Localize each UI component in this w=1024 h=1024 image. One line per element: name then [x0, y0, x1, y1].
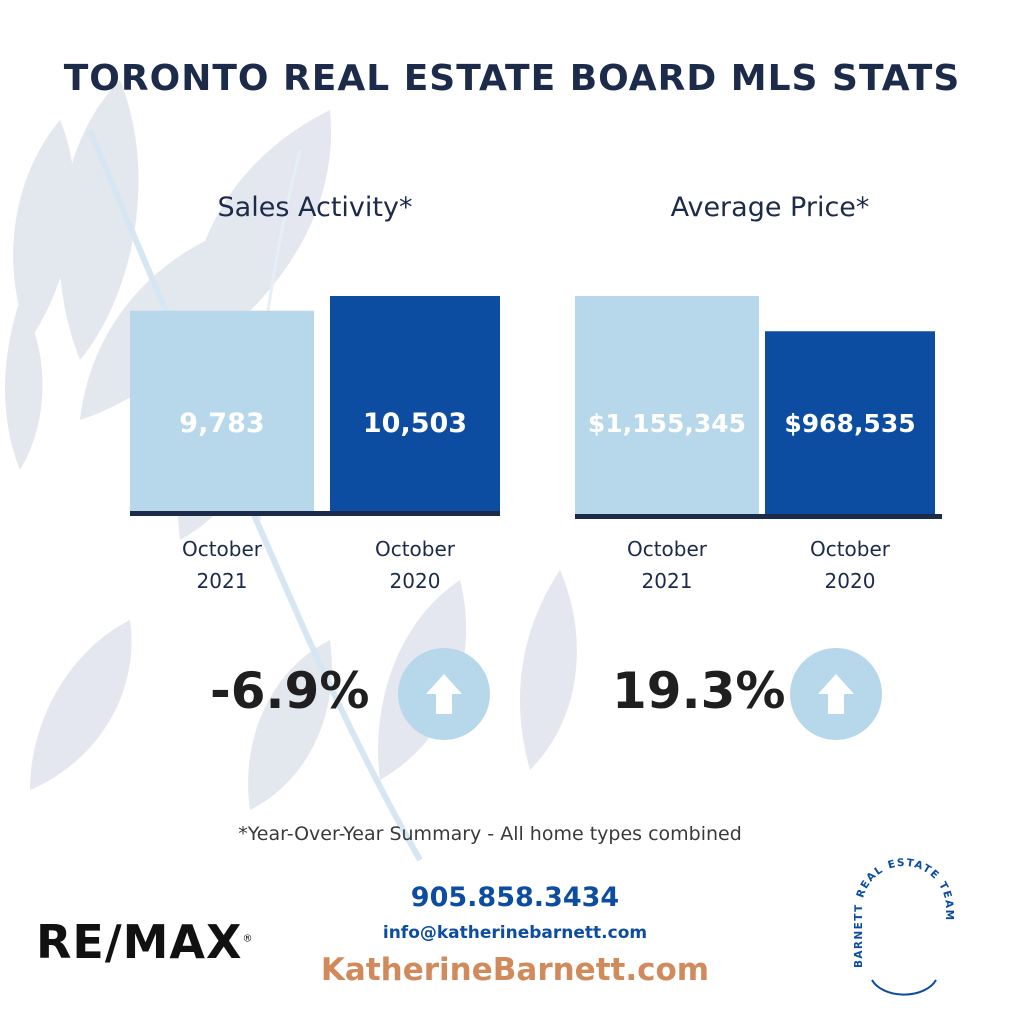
team-logo-text: BARNETT REAL ESTATE TEAM [853, 857, 954, 968]
registered-mark: ® [242, 933, 254, 945]
average-price-chart-title: Average Price* [670, 192, 870, 223]
barnett-team-logo: BARNETT REAL ESTATE TEAM [853, 857, 955, 996]
sales-bar-1 [130, 310, 314, 511]
sales-bar-2 [330, 296, 500, 511]
arrow-up-icon [818, 674, 854, 714]
sales-activity-chart-title: Sales Activity* [217, 192, 413, 223]
email-address[interactable]: info@katherinebarnett.com [382, 923, 648, 943]
remax-logo-text: RE/MAX [36, 915, 243, 969]
price-category-label-1-line-2: 2021 [642, 569, 693, 593]
sales-baseline-axis [130, 511, 500, 516]
website-link[interactable]: KatherineBarnett.com [320, 952, 710, 988]
sales-category-label-2-line-1: October [375, 537, 456, 561]
price-change-value: 19.3% [612, 662, 786, 720]
sales-data-label-1: 9,783 [179, 408, 264, 439]
price-bar-2 [765, 331, 935, 514]
sales-change-value: -6.9% [210, 662, 370, 720]
arrow-up-icon [426, 674, 462, 714]
sales-category-label-2-line-2: 2020 [390, 569, 441, 593]
sales-data-label-2: 10,503 [363, 408, 467, 439]
price-category-label-2-line-2: 2020 [825, 569, 876, 593]
sales-category-label-1-line-2: 2021 [197, 569, 248, 593]
sales-category-label-1-line-1: October [182, 537, 263, 561]
price-baseline-axis [575, 514, 942, 519]
price-data-label-1: $1,155,345 [588, 409, 746, 438]
remax-logo: RE/MAX® [36, 915, 254, 969]
phone-number[interactable]: 905.858.3434 [410, 882, 620, 913]
svg-text:BARNETT REAL ESTATE TEAM: BARNETT REAL ESTATE TEAM [853, 857, 955, 968]
page-title: TORONTO REAL ESTATE BOARD MLS STATS [63, 58, 961, 99]
price-change-indicator [790, 648, 882, 740]
sales-change-indicator [398, 648, 490, 740]
price-data-label-2: $968,535 [784, 409, 915, 438]
price-category-label-1-line-1: October [627, 537, 708, 561]
footnote: *Year-Over-Year Summary - All home types… [238, 823, 742, 845]
price-category-label-2-line-1: October [810, 537, 891, 561]
price-bar-1 [575, 296, 759, 514]
